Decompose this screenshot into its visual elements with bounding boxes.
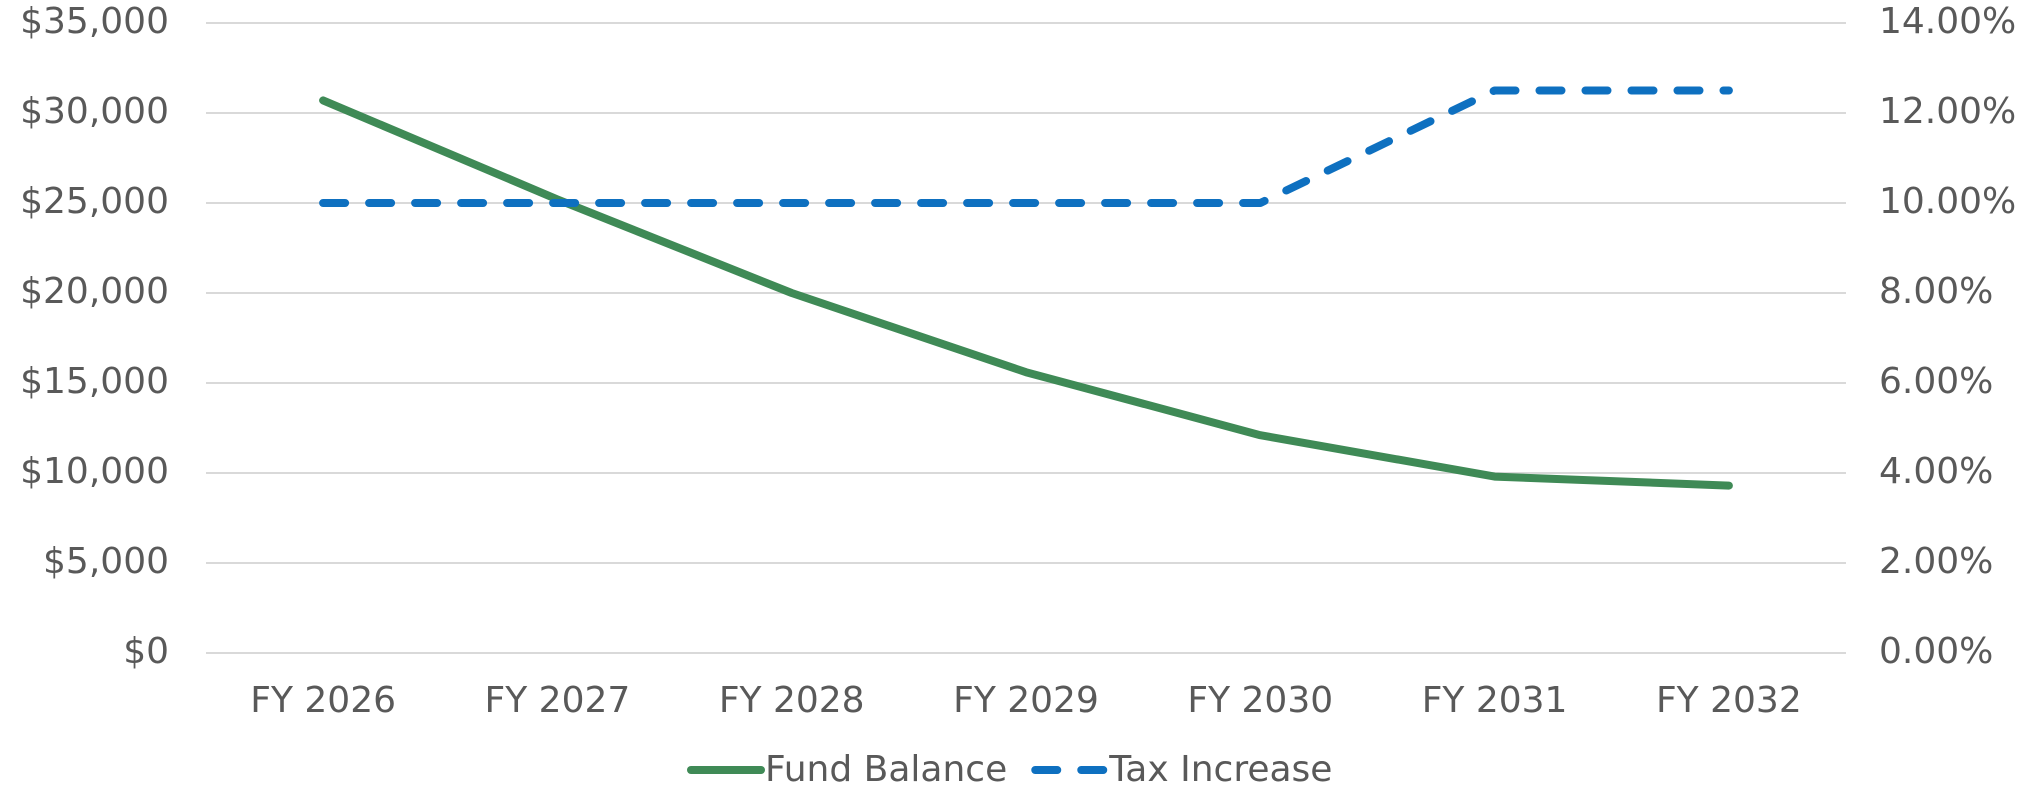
y2-tick-label: 2.00%: [1879, 541, 1993, 582]
y-tick-label: $15,000: [20, 361, 169, 402]
legend-label: Tax Increase: [1108, 749, 1332, 788]
y2-tick-label: 6.00%: [1879, 361, 1993, 402]
x-tick-label: FY 2026: [250, 680, 396, 721]
y2-tick-label: 10.00%: [1879, 181, 2016, 222]
x-tick-label: FY 2027: [485, 680, 631, 721]
y-tick-label: $0: [123, 631, 169, 672]
y-tick-label: $5,000: [43, 541, 169, 582]
y2-tick-label: 8.00%: [1879, 271, 1993, 312]
x-tick-label: FY 2028: [719, 680, 865, 721]
y2-tick-label: 12.00%: [1879, 91, 2016, 132]
y-tick-label: $30,000: [20, 91, 169, 132]
x-tick-label: FY 2030: [1187, 680, 1333, 721]
x-tick-label: FY 2029: [953, 680, 1099, 721]
y-tick-label: $10,000: [20, 451, 169, 492]
x-tick-label: FY 2031: [1422, 680, 1568, 721]
legend-label: Fund Balance: [765, 749, 1007, 788]
series-line: [319, 86, 1733, 207]
y2-tick-label: 14.00%: [1879, 1, 2016, 42]
x-tick-label: FY 2032: [1656, 680, 1802, 721]
y-tick-label: $35,000: [20, 1, 169, 42]
y-tick-label: $20,000: [20, 271, 169, 312]
y2-tick-label: 4.00%: [1879, 451, 1993, 492]
y2-tick-label: 0.00%: [1879, 631, 1993, 672]
y-tick-label: $25,000: [20, 181, 169, 222]
